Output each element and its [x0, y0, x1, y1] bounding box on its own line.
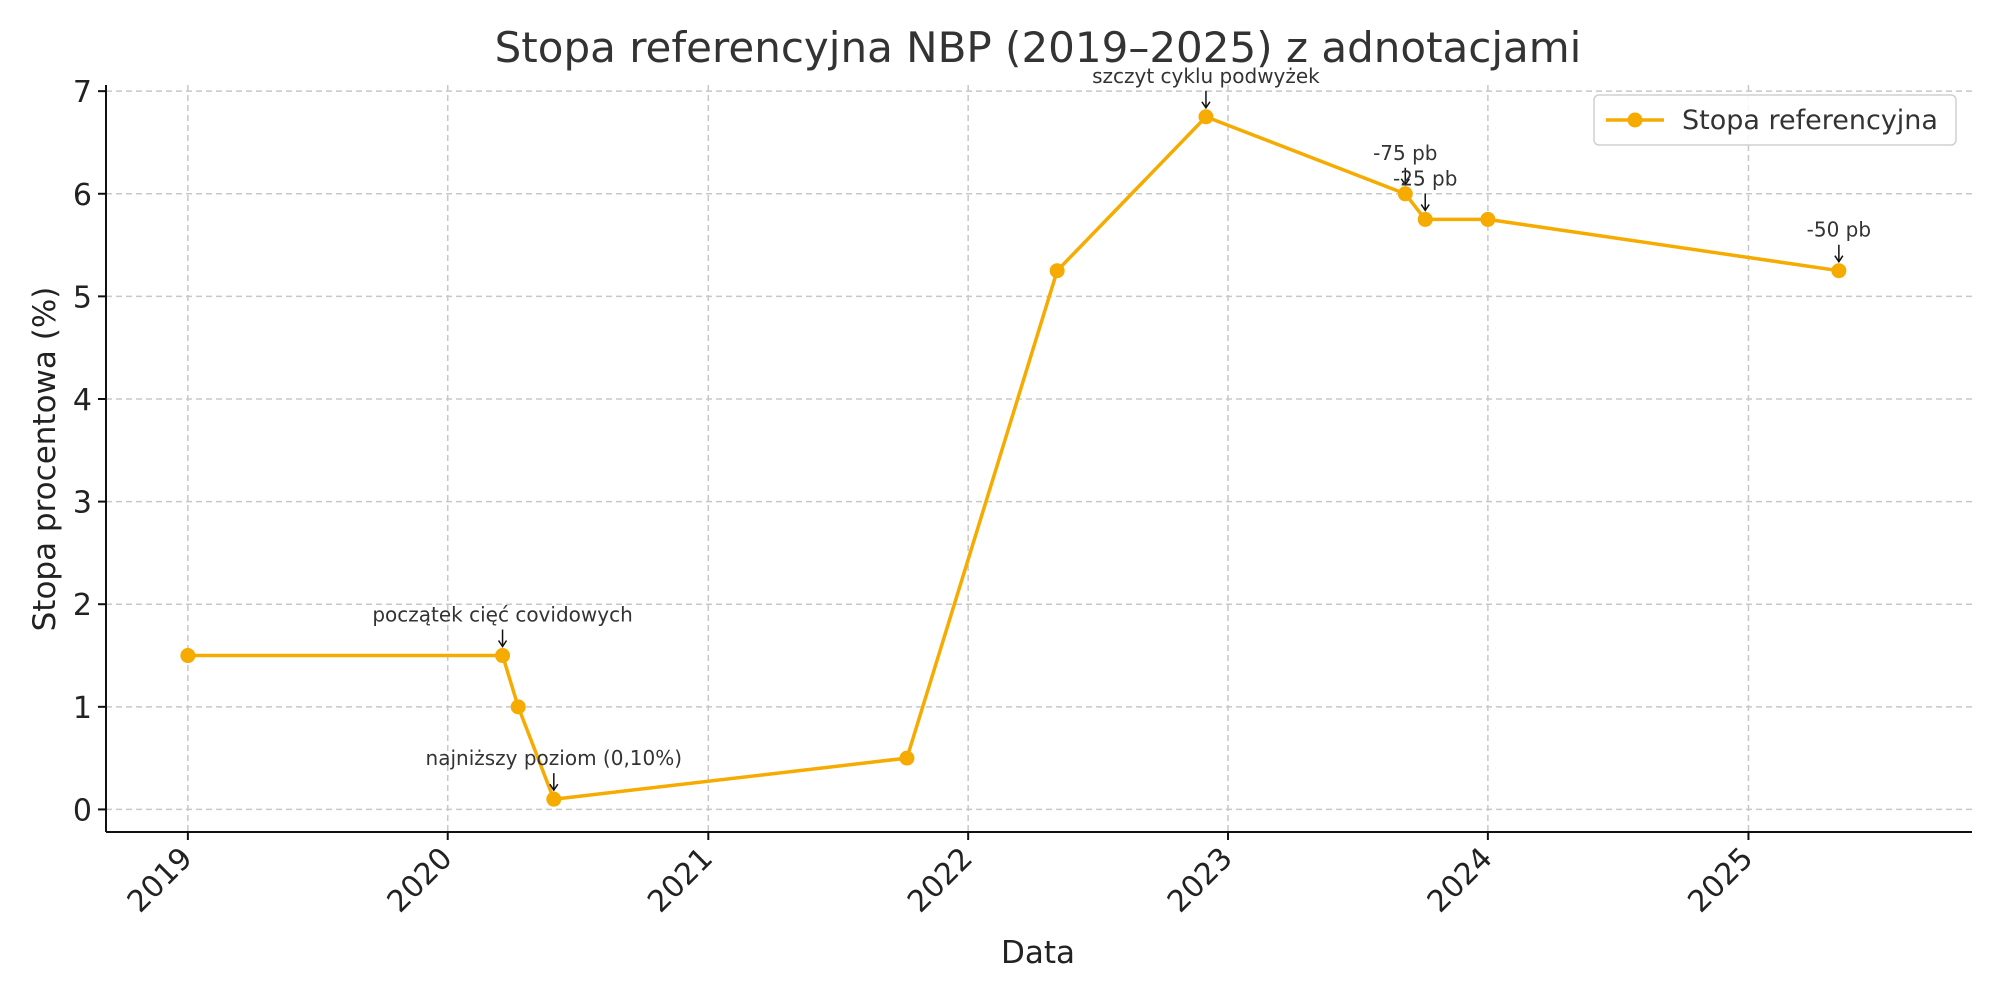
- x-axis-label: Data: [1001, 935, 1075, 971]
- x-tick-label: 2024: [1421, 841, 1500, 920]
- data-point: [1397, 186, 1413, 202]
- y-tick-label: 7: [73, 75, 92, 110]
- x-tick-label: 2020: [381, 841, 460, 920]
- annotation-arrowhead: [497, 640, 508, 648]
- data-point: [1831, 263, 1847, 279]
- data-point: [1049, 263, 1065, 279]
- annotations: początek cięć covidowych najniższy poziom…: [372, 64, 1871, 792]
- legend: Stopa referencyjna: [1593, 94, 1957, 146]
- y-tick-label: 2: [73, 588, 92, 623]
- data-point: [1417, 211, 1433, 227]
- x-tick-label: 2019: [121, 841, 200, 920]
- annotation-label: szczyt cyklu podwyżek: [1092, 64, 1320, 88]
- data-point: [180, 648, 196, 664]
- annotation-arrowhead: [1201, 101, 1211, 110]
- annotation-arrowhead: [1834, 255, 1844, 264]
- y-axis-label: Stopa procentowa (%): [27, 287, 63, 632]
- legend-box: [1593, 94, 1957, 146]
- data-point: [1480, 211, 1496, 227]
- data-point: [510, 699, 526, 715]
- annotation-label: -25 pb: [1393, 166, 1457, 190]
- data-point: [1198, 109, 1214, 125]
- series-line: [187, 115, 1840, 801]
- y-tick-label: 0: [73, 793, 92, 828]
- annotation-label: początek cięć covidowych: [372, 603, 632, 627]
- y-tick-label: 6: [73, 178, 92, 213]
- data-point: [546, 791, 562, 807]
- x-tick-label: 2021: [641, 841, 720, 920]
- ticks: 0 1 2 3 4 5 6 7 2019 2020 2021 2022 2023 2024 2025: [73, 75, 1760, 919]
- x-tick-label: 2022: [901, 841, 980, 920]
- y-tick-label: 3: [73, 486, 92, 521]
- y-tick-label: 4: [73, 383, 92, 418]
- data-point: [899, 750, 915, 766]
- legend-marker: [1627, 112, 1643, 128]
- annotation-arrowhead: [549, 783, 559, 792]
- annotation-label: -50 pb: [1807, 218, 1871, 242]
- x-tick-label: 2023: [1161, 841, 1240, 920]
- plot-area: [180, 109, 1847, 807]
- grid: [106, 85, 1972, 832]
- axes: [105, 85, 1972, 833]
- data-point: [495, 648, 511, 664]
- chart-title: Stopa referencyjna NBP (2019–2025) z adn…: [495, 23, 1582, 72]
- annotation-arrowhead: [1400, 178, 1410, 187]
- annotation-arrowhead: [1420, 204, 1430, 212]
- y-tick-label: 5: [73, 280, 92, 315]
- annotation-label: najniższy poziom (0,10%): [426, 746, 683, 770]
- annotation-label: -75 pb: [1373, 141, 1437, 165]
- y-tick-label: 1: [73, 691, 92, 726]
- x-tick-label: 2025: [1681, 841, 1760, 920]
- legend-label: Stopa referencyjna: [1682, 105, 1938, 136]
